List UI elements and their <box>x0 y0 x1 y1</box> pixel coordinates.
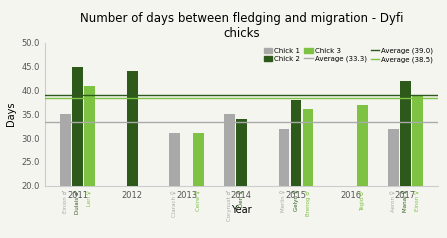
Text: Einion ♂: Einion ♂ <box>63 190 68 213</box>
Y-axis label: Days: Days <box>6 102 16 126</box>
Bar <box>84 86 95 238</box>
Legend: Chick 1, Chick 2, Chick 3, Average (33.3), Average (39.0), Average (38.5): Chick 1, Chick 2, Chick 3, Average (33.3… <box>262 46 434 64</box>
Text: Dulais ♂: Dulais ♂ <box>75 190 80 213</box>
Title: Number of days between fledging and migration - Dyfi
chicks: Number of days between fledging and migr… <box>80 12 403 40</box>
Text: Aeron ♀: Aeron ♀ <box>391 190 396 212</box>
X-axis label: Year: Year <box>231 205 252 215</box>
Bar <box>127 71 138 238</box>
Bar <box>224 114 235 238</box>
Text: Clarach ♀: Clarach ♀ <box>172 190 177 217</box>
Bar <box>278 129 289 238</box>
Bar <box>388 129 399 238</box>
Text: Corynust ♂: Corynust ♂ <box>227 190 232 221</box>
Bar <box>169 133 180 238</box>
Bar <box>60 114 71 238</box>
Bar <box>72 67 83 238</box>
Text: Leri ♀: Leri ♀ <box>87 190 92 206</box>
Bar <box>303 109 313 238</box>
Bar <box>236 119 247 238</box>
Text: Merlin ♀: Merlin ♀ <box>281 190 287 212</box>
Text: Brenog ♂: Brenog ♂ <box>305 190 311 216</box>
Bar <box>291 100 301 238</box>
Bar <box>194 133 204 238</box>
Bar <box>400 81 411 238</box>
Text: Manai ♀: Manai ♀ <box>403 190 408 212</box>
Text: Einon ♀: Einon ♀ <box>414 190 420 211</box>
Text: Deri ♀: Deri ♀ <box>239 190 244 207</box>
Bar <box>412 95 423 238</box>
Text: Gelyn ♀: Gelyn ♀ <box>293 190 299 211</box>
Bar <box>357 105 368 238</box>
Text: Ceirw ♀: Ceirw ♀ <box>196 190 202 211</box>
Text: Tegid ♂: Tegid ♂ <box>360 190 365 211</box>
